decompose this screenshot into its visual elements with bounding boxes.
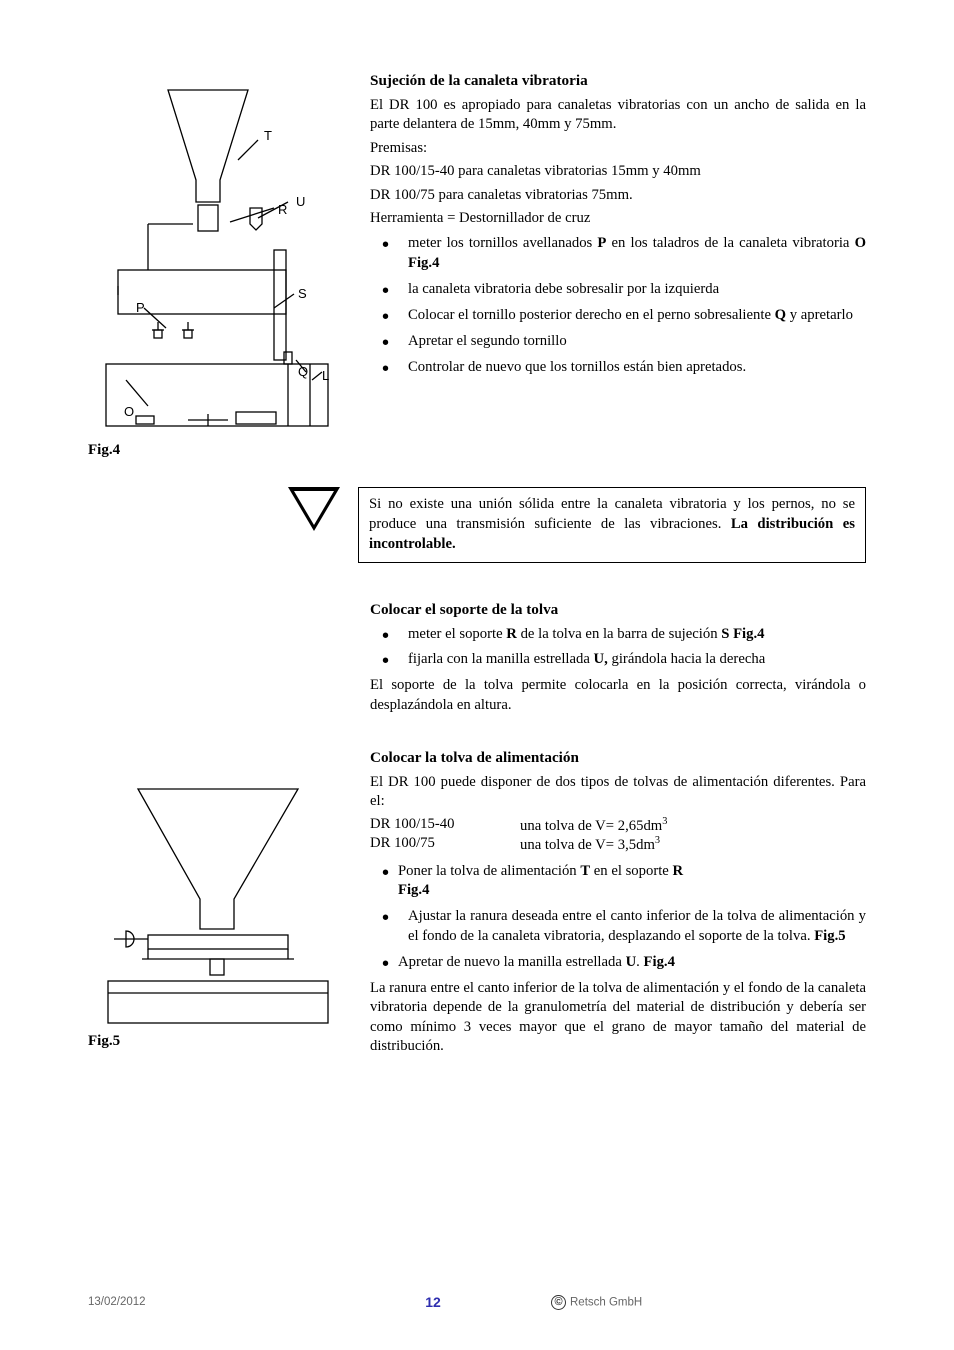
section1-p1: El DR 100 es apropiado para canaletas vi… (370, 96, 866, 135)
s3-bullet-1: Poner la tolva de alimentación T en el s… (376, 862, 866, 902)
s3-bullet-3: Apretar de nuevo la manilla estrellada U… (376, 953, 866, 973)
section3-p1: El DR 100 puede disponer de dos tipos de… (370, 773, 866, 812)
footer-page-number: 12 (403, 1294, 463, 1310)
fig5-caption: Fig.5 (88, 1033, 346, 1050)
fig4-label-P: P (136, 300, 145, 315)
copyright-icon: © (551, 1295, 566, 1310)
fig4-label-L: L (322, 368, 329, 383)
s2-bullet-2: fijarla con la manilla estrellada U, gir… (376, 650, 866, 670)
fig4-caption: Fig.4 (88, 442, 346, 459)
warning-box: Si no existe una unión sólida entre la c… (358, 487, 866, 563)
row-fig4-section1: T U R P S Q L O Fig.4 Sujeción de la can… (88, 68, 866, 459)
s1-bullet-5: Controlar de nuevo que los tornillos est… (376, 358, 866, 378)
section1-p3: DR 100/15-40 para canaletas vibratorias … (370, 162, 866, 181)
section2: Colocar el soporte de la tolva meter el … (370, 597, 866, 720)
s1-bullet-3: Colocar el tornillo posterior derecho en… (376, 306, 866, 326)
fig5-column: Fig.5 (88, 745, 346, 1060)
fig4-label-R: R (278, 202, 287, 217)
fig4-label-U: U (296, 194, 305, 209)
section1-p2: Premisas: (370, 139, 866, 158)
fig5-diagram (88, 781, 346, 1031)
warning-row: Si no existe una unión sólida entre la c… (88, 487, 866, 563)
footer-company: ©Retsch GmbH (463, 1295, 866, 1310)
row-fig5-section3: Fig.5 Colocar la tolva de alimentación E… (88, 745, 866, 1060)
section1-p5: Herramienta = Destornillador de cruz (370, 209, 866, 228)
section1: Sujeción de la canaleta vibratoria El DR… (370, 68, 866, 459)
s1-bullet-2: la canaleta vibratoria debe sobresalir p… (376, 280, 866, 300)
section3-table-row1: DR 100/15-40 una tolva de V= 2,65dm3 (370, 816, 866, 835)
warning-symbol-col (88, 487, 346, 531)
fig4-label-Q: Q (298, 364, 308, 379)
fig4-label-T: T (264, 128, 272, 143)
warning-triangle-icon (288, 487, 340, 531)
fig4-column: T U R P S Q L O Fig.4 (88, 68, 346, 459)
page-footer: 13/02/2012 12 ©Retsch GmbH (88, 1294, 866, 1310)
s3-bullet-2: Ajustar la ranura deseada entre el canto… (376, 907, 866, 947)
footer-date: 13/02/2012 (88, 1296, 403, 1308)
fig4-label-O: O (124, 404, 134, 419)
fig4-diagram: T U R P S Q L O (88, 80, 346, 440)
section3-p2: La ranura entre el canto inferior de la … (370, 979, 866, 1057)
section3-table-row2: DR 100/75 una tolva de V= 3,5dm3 (370, 835, 866, 854)
s2-bullet-1: meter el soporte R de la tolva en la bar… (376, 625, 866, 645)
section1-bullets: meter los tornillos avellanados P en los… (370, 234, 866, 377)
section1-title: Sujeción de la canaleta vibratoria (370, 72, 866, 90)
page-content: T U R P S Q L O Fig.4 Sujeción de la can… (88, 68, 866, 1060)
fig4-label-S: S (298, 286, 307, 301)
section3: Colocar la tolva de alimentación El DR 1… (370, 745, 866, 1060)
section3-bullets: Poner la tolva de alimentación T en el s… (370, 862, 866, 973)
section2-title: Colocar el soporte de la tolva (370, 601, 866, 619)
section2-p1: El soporte de la tolva permite colocarla… (370, 676, 866, 715)
section3-title: Colocar la tolva de alimentación (370, 749, 866, 767)
section1-p4: DR 100/75 para canaletas vibratorias 75m… (370, 186, 866, 205)
section2-bullets: meter el soporte R de la tolva en la bar… (370, 625, 866, 671)
s1-bullet-4: Apretar el segundo tornillo (376, 332, 866, 352)
empty-col-1 (88, 597, 346, 720)
s1-bullet-1: meter los tornillos avellanados P en los… (376, 234, 866, 274)
row-section2: Colocar el soporte de la tolva meter el … (88, 597, 866, 720)
